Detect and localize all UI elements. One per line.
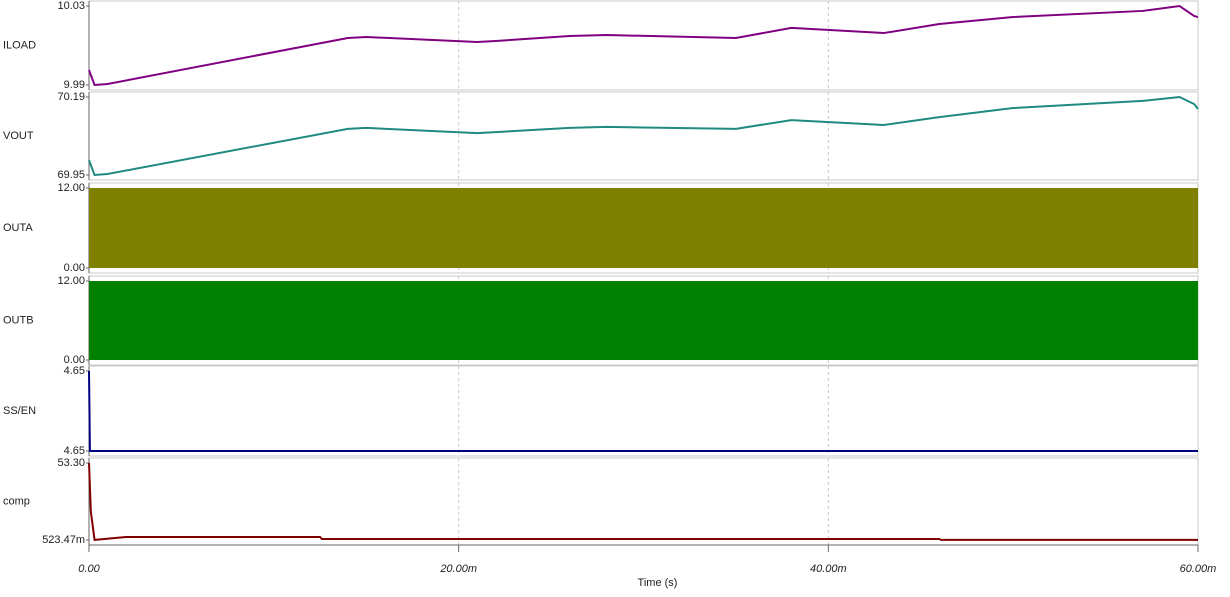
x-tick-label: 60.00m xyxy=(1180,563,1217,575)
y-tick-label: 10.03 xyxy=(57,0,85,12)
line xyxy=(88,95,1199,177)
x-tick-label: 40.00m xyxy=(810,563,847,575)
y-tick-label: 70.19 xyxy=(57,91,85,103)
line xyxy=(88,4,1199,87)
panel-frame xyxy=(88,91,1199,181)
y-tick-label: 4.65 xyxy=(64,445,85,457)
panel-frame xyxy=(88,457,1199,546)
panel-label: OUTA xyxy=(3,222,33,234)
x-axis-title: Time (s) xyxy=(638,577,678,589)
panel-label: OUTB xyxy=(3,314,34,326)
panel-label: VOUT xyxy=(3,130,34,142)
y-tick-label: 0.00 xyxy=(64,354,85,366)
panel-label: comp xyxy=(3,495,30,507)
x-tick-label: 0.00 xyxy=(78,563,100,575)
panel-frame xyxy=(88,365,1199,457)
y-tick-label: 12.00 xyxy=(57,182,85,194)
y-tick-label: 12.00 xyxy=(57,275,85,287)
y-tick-label: 53.30 xyxy=(57,457,85,469)
y-tick-label: 9.99 xyxy=(64,79,85,91)
y-tick-label: 0.00 xyxy=(64,262,85,274)
line xyxy=(88,462,1198,541)
y-tick-label: 69.95 xyxy=(57,169,85,181)
area xyxy=(89,188,1198,268)
x-tick-label: 20.00m xyxy=(439,563,477,575)
panel-frame xyxy=(88,0,1199,91)
y-tick-label: 523.47m xyxy=(42,534,85,546)
y-tick-label: 4.65 xyxy=(64,365,85,377)
panel-label: SS/EN xyxy=(3,405,36,417)
panel-label: ILOAD xyxy=(3,39,36,51)
line xyxy=(88,370,1198,452)
area xyxy=(89,281,1198,360)
